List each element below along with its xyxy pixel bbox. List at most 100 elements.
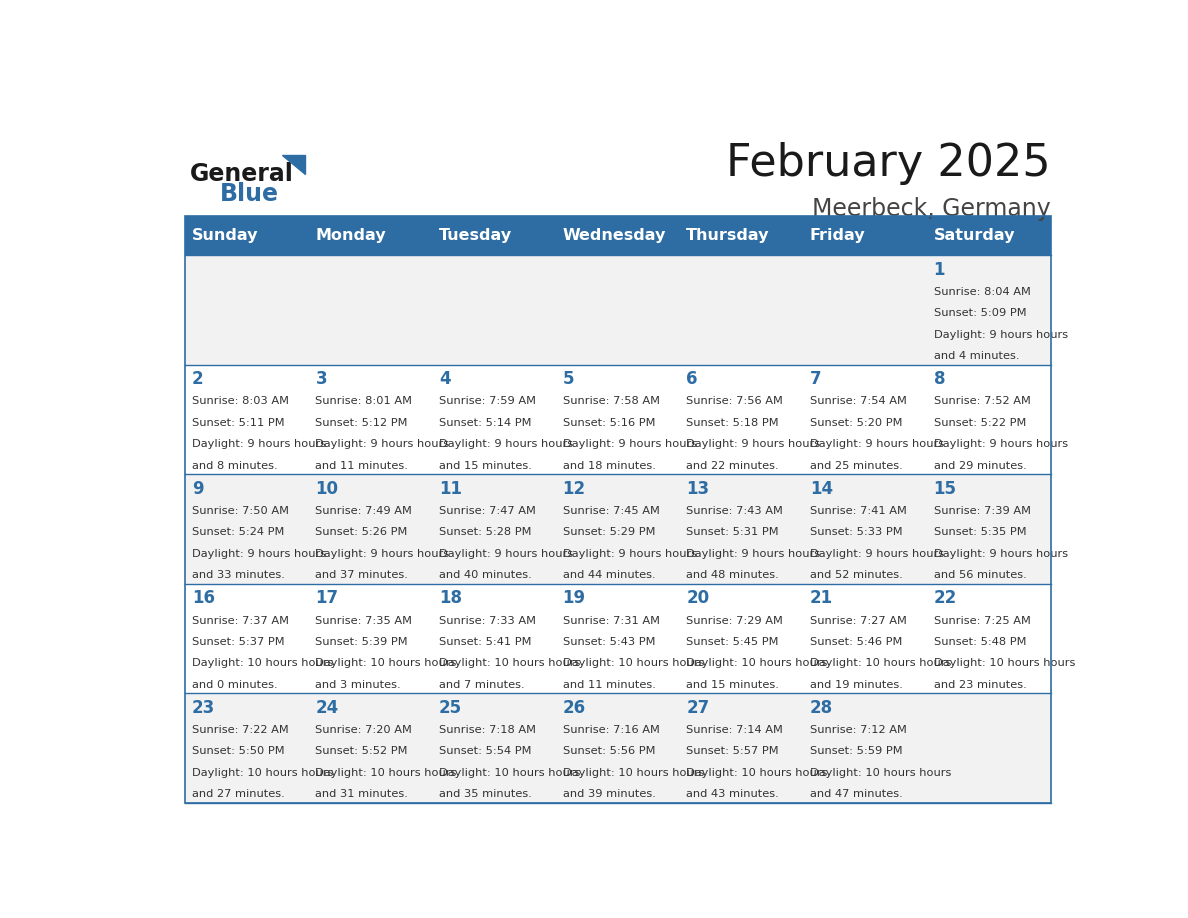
Text: 13: 13 [687,480,709,498]
Text: Sunset: 5:41 PM: Sunset: 5:41 PM [440,637,531,647]
Text: Tuesday: Tuesday [440,229,512,243]
Text: Sunset: 5:46 PM: Sunset: 5:46 PM [810,637,903,647]
Text: and 25 minutes.: and 25 minutes. [810,461,903,471]
Text: and 4 minutes.: and 4 minutes. [934,351,1019,361]
Text: Daylight: 10 hours hours: Daylight: 10 hours hours [687,767,828,778]
Text: Wednesday: Wednesday [563,229,666,243]
Text: 18: 18 [440,589,462,608]
Text: Sunset: 5:39 PM: Sunset: 5:39 PM [315,637,407,647]
Bar [185,475,1051,584]
Text: Daylight: 9 hours hours: Daylight: 9 hours hours [440,549,573,559]
Text: 7: 7 [810,370,822,388]
Text: 17: 17 [315,589,339,608]
Text: and 27 minutes.: and 27 minutes. [191,789,284,800]
Text: Daylight: 10 hours hours: Daylight: 10 hours hours [315,658,456,668]
Text: and 8 minutes.: and 8 minutes. [191,461,277,471]
Text: Daylight: 10 hours hours: Daylight: 10 hours hours [191,767,333,778]
Text: and 33 minutes.: and 33 minutes. [191,570,285,580]
Text: Sunrise: 7:56 AM: Sunrise: 7:56 AM [687,397,783,407]
Text: Sunrise: 7:22 AM: Sunrise: 7:22 AM [191,725,289,735]
Text: and 40 minutes.: and 40 minutes. [440,570,532,580]
Text: and 0 minutes.: and 0 minutes. [191,679,277,689]
Text: Daylight: 9 hours hours: Daylight: 9 hours hours [934,330,1068,340]
Text: Daylight: 9 hours hours: Daylight: 9 hours hours [810,439,944,449]
Text: Sunset: 5:16 PM: Sunset: 5:16 PM [563,418,656,428]
Text: and 3 minutes.: and 3 minutes. [315,679,402,689]
Text: 10: 10 [315,480,339,498]
Text: and 15 minutes.: and 15 minutes. [440,461,532,471]
Text: Sunset: 5:45 PM: Sunset: 5:45 PM [687,637,779,647]
Text: 9: 9 [191,480,203,498]
Text: Daylight: 9 hours hours: Daylight: 9 hours hours [687,549,821,559]
Text: 15: 15 [934,480,956,498]
Text: Daylight: 9 hours hours: Daylight: 9 hours hours [191,549,326,559]
Text: and 43 minutes.: and 43 minutes. [687,789,779,800]
Text: Daylight: 10 hours hours: Daylight: 10 hours hours [810,658,952,668]
Text: Sunset: 5:56 PM: Sunset: 5:56 PM [563,746,656,756]
Text: 27: 27 [687,699,709,717]
Text: Sunset: 5:52 PM: Sunset: 5:52 PM [315,746,407,756]
Text: 4: 4 [440,370,450,388]
Text: and 44 minutes.: and 44 minutes. [563,570,656,580]
Text: Friday: Friday [810,229,866,243]
Polygon shape [282,155,305,174]
Text: Sunrise: 7:20 AM: Sunrise: 7:20 AM [315,725,412,735]
Text: Sunrise: 7:27 AM: Sunrise: 7:27 AM [810,616,906,625]
Text: and 15 minutes.: and 15 minutes. [687,679,779,689]
Text: 24: 24 [315,699,339,717]
Text: Daylight: 10 hours hours: Daylight: 10 hours hours [810,767,952,778]
Bar [185,255,1051,364]
Text: Daylight: 10 hours hours: Daylight: 10 hours hours [934,658,1075,668]
Text: Sunrise: 7:43 AM: Sunrise: 7:43 AM [687,506,783,516]
Text: and 47 minutes.: and 47 minutes. [810,789,903,800]
Text: Sunset: 5:09 PM: Sunset: 5:09 PM [934,308,1026,319]
Text: Sunrise: 7:16 AM: Sunrise: 7:16 AM [563,725,659,735]
Text: and 37 minutes.: and 37 minutes. [315,570,409,580]
Text: and 23 minutes.: and 23 minutes. [934,679,1026,689]
Text: Sunset: 5:57 PM: Sunset: 5:57 PM [687,746,779,756]
Text: Daylight: 9 hours hours: Daylight: 9 hours hours [810,549,944,559]
Text: 12: 12 [563,480,586,498]
Text: Sunrise: 7:49 AM: Sunrise: 7:49 AM [315,506,412,516]
Text: Daylight: 9 hours hours: Daylight: 9 hours hours [934,549,1068,559]
Text: Sunset: 5:24 PM: Sunset: 5:24 PM [191,527,284,537]
Text: Sunrise: 7:37 AM: Sunrise: 7:37 AM [191,616,289,625]
Text: Daylight: 9 hours hours: Daylight: 9 hours hours [315,549,449,559]
Text: and 18 minutes.: and 18 minutes. [563,461,656,471]
Text: and 11 minutes.: and 11 minutes. [315,461,409,471]
Text: Sunday: Sunday [191,229,258,243]
Text: and 29 minutes.: and 29 minutes. [934,461,1026,471]
Text: Sunset: 5:37 PM: Sunset: 5:37 PM [191,637,284,647]
Text: and 56 minutes.: and 56 minutes. [934,570,1026,580]
Text: Sunset: 5:59 PM: Sunset: 5:59 PM [810,746,903,756]
Text: General: General [190,162,293,185]
Text: Sunrise: 7:54 AM: Sunrise: 7:54 AM [810,397,906,407]
Text: Sunrise: 7:35 AM: Sunrise: 7:35 AM [315,616,412,625]
Text: Thursday: Thursday [687,229,770,243]
Text: Sunrise: 7:59 AM: Sunrise: 7:59 AM [440,397,536,407]
Text: Sunset: 5:29 PM: Sunset: 5:29 PM [563,527,656,537]
Text: Meerbeck, Germany: Meerbeck, Germany [813,197,1051,221]
Text: Daylight: 9 hours hours: Daylight: 9 hours hours [563,549,697,559]
Text: Sunrise: 8:04 AM: Sunrise: 8:04 AM [934,286,1030,297]
Text: Sunset: 5:14 PM: Sunset: 5:14 PM [440,418,531,428]
Text: Daylight: 9 hours hours: Daylight: 9 hours hours [440,439,573,449]
Text: Saturday: Saturday [934,229,1015,243]
Bar [185,216,1051,803]
Text: Sunrise: 7:47 AM: Sunrise: 7:47 AM [440,506,536,516]
Text: 16: 16 [191,589,215,608]
Text: 26: 26 [563,699,586,717]
Text: 22: 22 [934,589,956,608]
Text: Daylight: 10 hours hours: Daylight: 10 hours hours [563,658,704,668]
Text: Sunrise: 7:45 AM: Sunrise: 7:45 AM [563,506,659,516]
Text: Sunrise: 7:52 AM: Sunrise: 7:52 AM [934,397,1030,407]
Text: Sunset: 5:43 PM: Sunset: 5:43 PM [563,637,656,647]
Text: Sunrise: 7:18 AM: Sunrise: 7:18 AM [440,725,536,735]
Text: Sunset: 5:20 PM: Sunset: 5:20 PM [810,418,903,428]
Text: and 31 minutes.: and 31 minutes. [315,789,409,800]
Text: 8: 8 [934,370,946,388]
Text: and 39 minutes.: and 39 minutes. [563,789,656,800]
Text: Sunrise: 7:41 AM: Sunrise: 7:41 AM [810,506,906,516]
Text: Sunset: 5:33 PM: Sunset: 5:33 PM [810,527,903,537]
Text: Sunset: 5:48 PM: Sunset: 5:48 PM [934,637,1026,647]
